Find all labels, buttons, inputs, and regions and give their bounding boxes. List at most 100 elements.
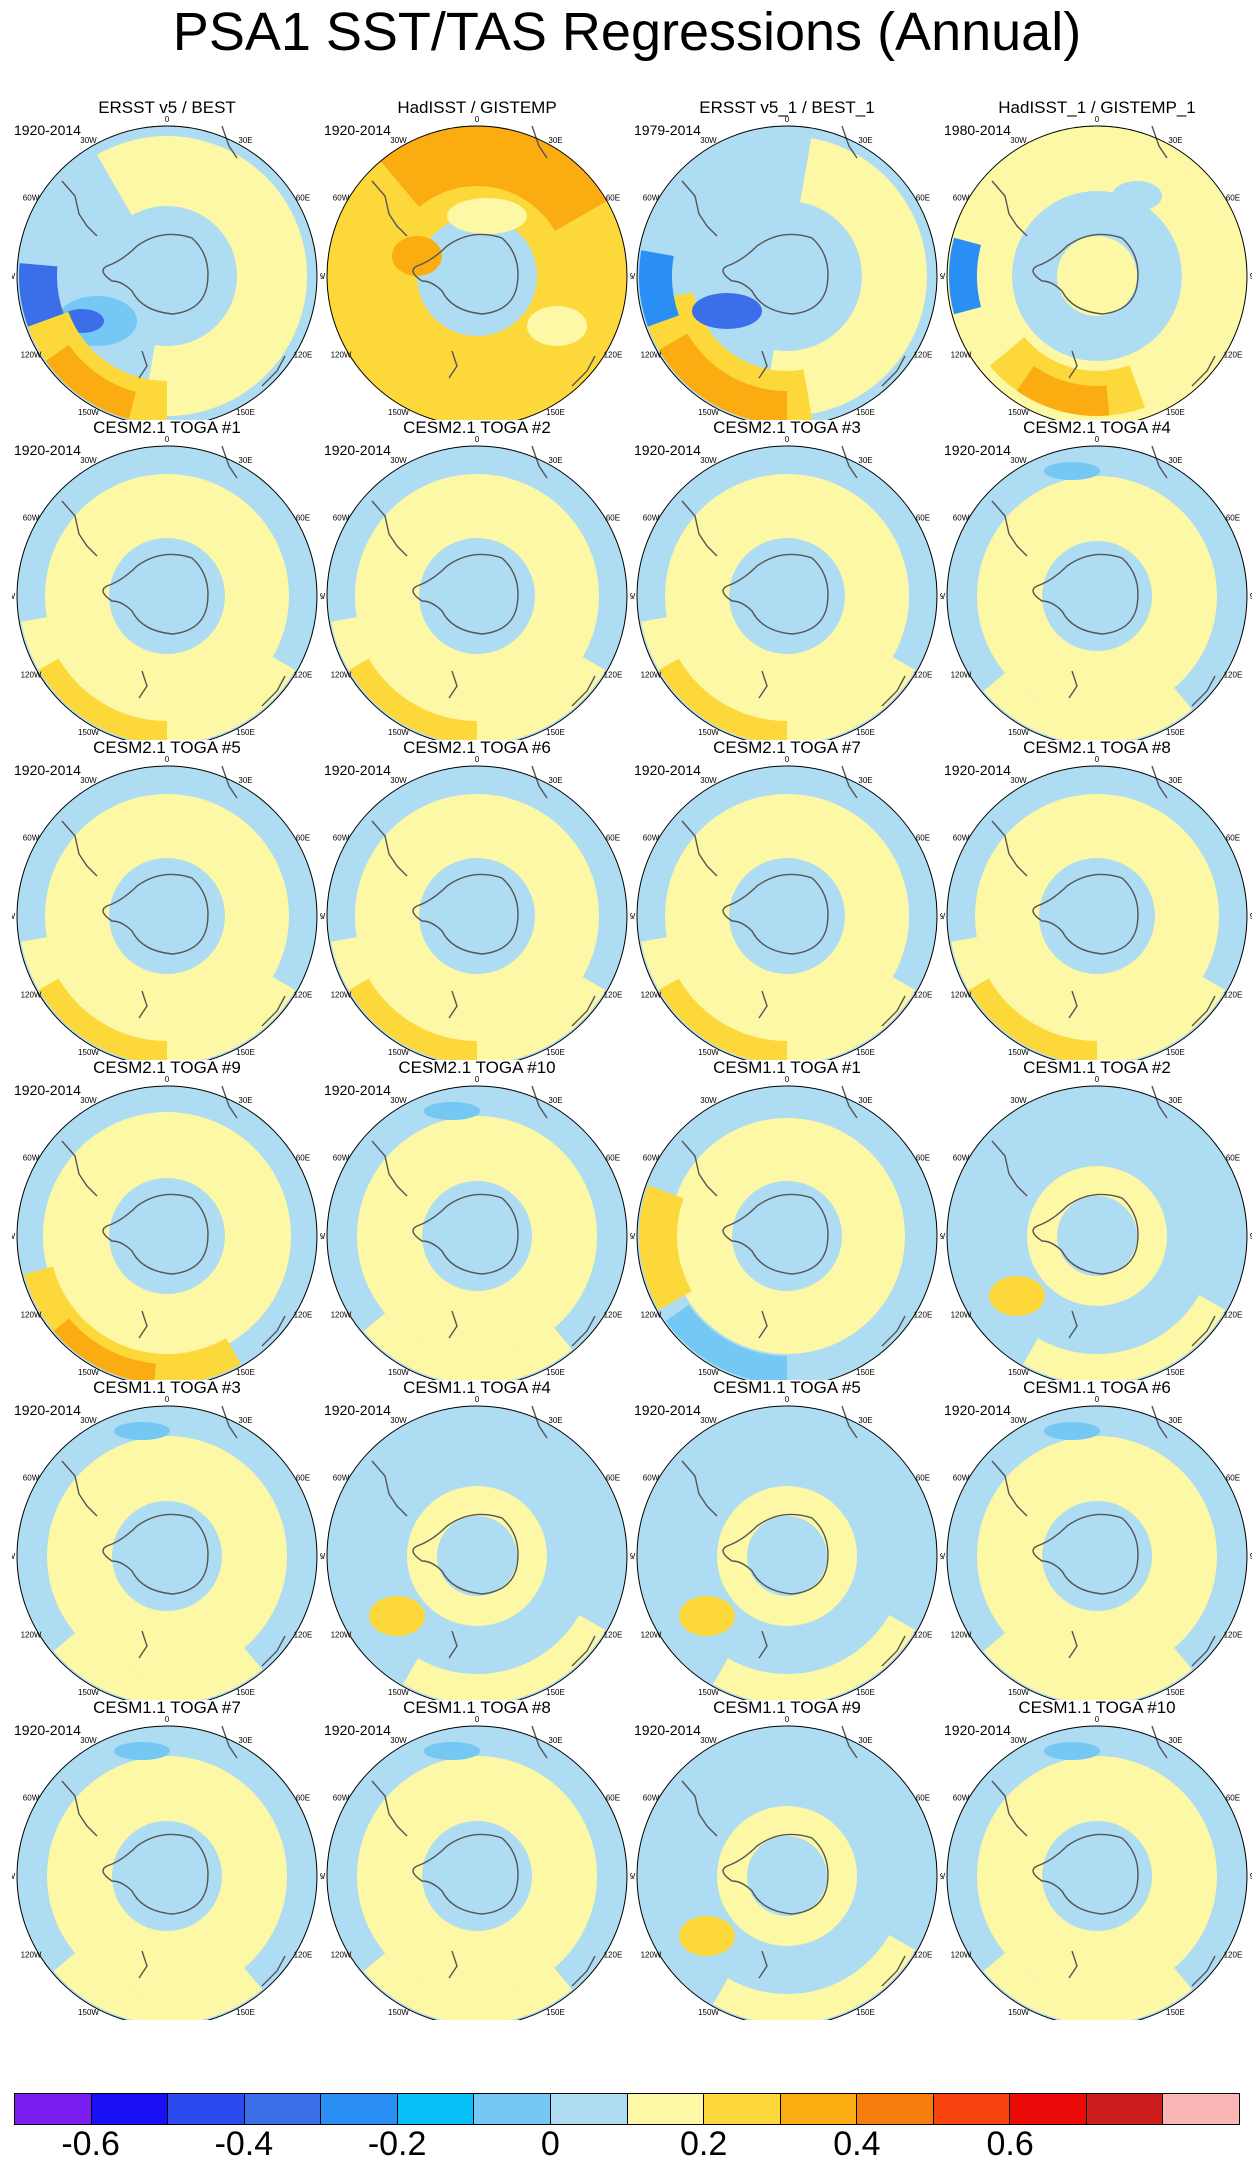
longitude-label: 30E bbox=[858, 1416, 872, 1425]
longitude-label: 30E bbox=[1168, 136, 1182, 145]
anomaly-region bbox=[354, 793, 599, 1039]
longitude-label: 150W bbox=[388, 408, 409, 417]
map-panel: CESM2.1 TOGA #2 1920-2014 0 30E 60E 90E 120E 15… bbox=[322, 418, 632, 740]
africa-coastline bbox=[1151, 125, 1168, 159]
longitude-label: 30W bbox=[80, 1096, 97, 1105]
longitude-label: 120W bbox=[21, 351, 42, 360]
anomaly-region bbox=[989, 1276, 1045, 1316]
longitude-label: 30W bbox=[80, 1416, 97, 1425]
south-america-coastline bbox=[61, 500, 98, 557]
colorbar-swatch bbox=[397, 2094, 475, 2124]
longitude-label: 60E bbox=[296, 834, 310, 843]
map-panel: HadISST_1 / GISTEMP_1 1980-2014 0 30E 60E 90E… bbox=[942, 98, 1252, 420]
longitude-label: 150W bbox=[388, 1688, 409, 1697]
longitude-label: 150E bbox=[856, 728, 875, 737]
longitude-label: 120E bbox=[294, 1311, 313, 1320]
longitude-label: 150W bbox=[78, 728, 99, 737]
polar-map: 030E60E90E120E150E180150W120W90W60W30W bbox=[322, 115, 632, 420]
africa-coastline bbox=[531, 1405, 548, 1439]
anomaly-region bbox=[665, 1304, 787, 1380]
anomaly-region bbox=[983, 673, 1193, 740]
anomaly-region bbox=[363, 1313, 573, 1380]
anomaly-region bbox=[977, 476, 1217, 716]
longitude-label: 120E bbox=[294, 1631, 313, 1640]
longitude-label: 120W bbox=[331, 1951, 352, 1960]
new-zealand-coastline bbox=[138, 1950, 148, 1979]
colorbar-swatch bbox=[321, 2094, 398, 2124]
new-zealand-coastline bbox=[448, 1310, 458, 1339]
longitude-label: 30W bbox=[80, 456, 97, 465]
panel-period: 1920-2014 bbox=[324, 762, 391, 778]
map-panel: CESM1.1 TOGA #8 1920-2014 0 30E 60E 90E 120E 15… bbox=[322, 1698, 632, 2020]
longitude-label: 60W bbox=[643, 194, 660, 203]
longitude-label: 90W bbox=[632, 592, 636, 601]
colorbar-swatch bbox=[1010, 2094, 1087, 2124]
anomaly-region bbox=[24, 1266, 241, 1380]
longitude-label: 150W bbox=[78, 1368, 99, 1377]
polar-map: 030E60E90E120E150E180150W120W90W60W30W bbox=[942, 1075, 1252, 1380]
longitude-label: 150E bbox=[1166, 408, 1185, 417]
polar-map: 030E60E90E120E150E180150W120W90W60W30W bbox=[12, 1715, 322, 2020]
polar-map: 030E60E90E120E150E180150W120W90W60W30W bbox=[942, 1395, 1252, 1700]
south-america-coastline bbox=[61, 1780, 98, 1837]
longitude-label: 90E bbox=[1250, 1232, 1252, 1241]
longitude-label: 120E bbox=[294, 1951, 313, 1960]
anomaly-region bbox=[363, 1953, 573, 2020]
longitude-label: 120E bbox=[604, 1631, 623, 1640]
longitude-label: 90W bbox=[942, 1552, 946, 1561]
longitude-label: 150E bbox=[856, 1688, 875, 1697]
panel-title: CESM1.1 TOGA #2 bbox=[1023, 1058, 1171, 1077]
longitude-label: 0 bbox=[785, 755, 790, 764]
new-zealand-coastline bbox=[758, 670, 768, 699]
shaded-field bbox=[327, 766, 627, 1060]
longitude-label: 30W bbox=[80, 1736, 97, 1745]
longitude-label: 120W bbox=[951, 671, 972, 680]
longitude-label: 60W bbox=[953, 834, 970, 843]
longitude-label: 120W bbox=[951, 1631, 972, 1640]
shaded-field bbox=[17, 766, 317, 1060]
longitude-label: 120E bbox=[1224, 1311, 1243, 1320]
longitude-label: 120E bbox=[604, 1311, 623, 1320]
longitude-label: 120E bbox=[914, 1951, 933, 1960]
longitude-label: 0 bbox=[165, 1715, 170, 1724]
anomaly-region bbox=[114, 1742, 170, 1760]
longitude-label: 90W bbox=[322, 1872, 326, 1881]
shaded-field bbox=[947, 1406, 1247, 1700]
longitude-label: 150E bbox=[1166, 1688, 1185, 1697]
map-panel: CESM1.1 TOGA #5 1920-2014 0 30E 60E 90E 120E 15… bbox=[632, 1378, 942, 1700]
polar-map: 030E60E90E120E150E180150W120W90W60W30W bbox=[322, 1715, 632, 2020]
australia-coastline bbox=[1191, 1635, 1216, 1667]
anomaly-region bbox=[669, 1118, 905, 1354]
longitude-label: 150W bbox=[388, 2008, 409, 2017]
longitude-label: 90E bbox=[630, 272, 632, 281]
longitude-label: 60W bbox=[333, 834, 350, 843]
new-zealand-coastline bbox=[1068, 1950, 1078, 1979]
longitude-label: 150W bbox=[78, 408, 99, 417]
shaded-field bbox=[947, 766, 1247, 1060]
longitude-label: 90E bbox=[320, 1872, 322, 1881]
longitude-label: 90W bbox=[322, 272, 326, 281]
longitude-label: 30E bbox=[548, 1416, 562, 1425]
longitude-label: 30W bbox=[390, 776, 407, 785]
new-zealand-coastline bbox=[1068, 1630, 1078, 1659]
longitude-label: 150W bbox=[698, 1368, 719, 1377]
longitude-label: 30E bbox=[858, 1096, 872, 1105]
panel-title: HadISST / GISTEMP bbox=[397, 98, 557, 117]
polar-map: 030E60E90E120E150E180150W120W90W60W30W bbox=[942, 115, 1252, 420]
longitude-label: 30W bbox=[1010, 1096, 1027, 1105]
new-zealand-coastline bbox=[448, 990, 458, 1019]
antarctica-coastline bbox=[1032, 233, 1139, 315]
shaded-field bbox=[17, 1726, 317, 2020]
longitude-label: 0 bbox=[165, 1075, 170, 1084]
map-panel: CESM2.1 TOGA #5 1920-2014 0 30E 60E 90E 120E 15… bbox=[12, 738, 322, 1060]
australia-coastline bbox=[261, 995, 286, 1027]
longitude-label: 30E bbox=[238, 456, 252, 465]
australia-coastline bbox=[571, 1315, 596, 1347]
map-panel: CESM2.1 TOGA #6 1920-2014 0 30E 60E 90E 120E 15… bbox=[322, 738, 632, 1060]
shaded-field bbox=[327, 1406, 627, 1700]
longitude-label: 120W bbox=[641, 1951, 662, 1960]
panel-period: 1920-2014 bbox=[944, 762, 1011, 778]
longitude-label: 60E bbox=[916, 1474, 930, 1483]
longitude-label: 30W bbox=[390, 1416, 407, 1425]
longitude-label: 60E bbox=[296, 1154, 310, 1163]
